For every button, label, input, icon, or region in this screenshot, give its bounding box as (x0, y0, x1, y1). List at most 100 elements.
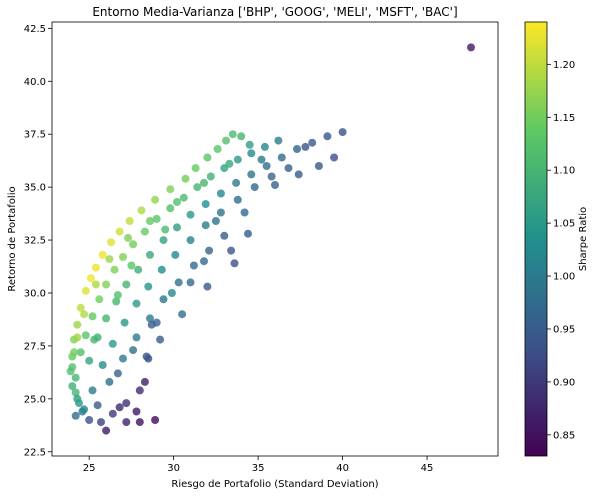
scatter-point (134, 265, 143, 274)
scatter-point (330, 153, 339, 162)
scatter-point (166, 204, 175, 213)
scatter-point (137, 206, 146, 215)
scatter-point (120, 318, 129, 327)
scatter-point (122, 280, 131, 289)
scatter-point (233, 155, 242, 164)
scatter-point (66, 367, 75, 376)
scatter-point (173, 223, 181, 232)
scatter-point (260, 142, 269, 151)
scatter-point (216, 189, 225, 198)
y-tick-label: 27.5 (24, 341, 46, 352)
y-tick-label: 32.5 (24, 236, 46, 247)
colorbar-tick-label: 0.85 (553, 430, 575, 441)
scatter-point (90, 335, 99, 344)
y-tick-label: 37.5 (24, 130, 46, 141)
y-tick-label: 22.5 (24, 447, 46, 458)
scatter-point (200, 178, 208, 187)
scatter-point (135, 386, 144, 395)
scatter-point (132, 407, 141, 416)
scatter-point (105, 255, 114, 264)
scatter-point (274, 136, 283, 145)
scatter-point (232, 178, 241, 187)
colorbar-tick-label: 1.10 (553, 166, 575, 177)
scatter-point (161, 225, 170, 234)
scatter-point (142, 352, 151, 361)
scatter-point (140, 377, 149, 386)
x-tick-label: 25 (83, 463, 96, 474)
scatter-point (167, 289, 176, 297)
scatter-point (191, 164, 200, 173)
scatter-point (113, 369, 122, 378)
scatter-point (179, 193, 188, 202)
colorbar-tick-label: 1.00 (553, 272, 575, 283)
x-tick-label: 40 (336, 463, 349, 474)
scatter-point (86, 274, 95, 283)
scatter-point (140, 227, 149, 236)
scatter-point (119, 253, 127, 261)
colorbar-tick-label: 1.15 (553, 113, 575, 124)
scatter-point (284, 164, 293, 173)
scatter-point (88, 386, 97, 395)
scatter-point (127, 261, 136, 270)
scatter-point (73, 320, 82, 329)
scatter-point (220, 231, 229, 240)
scatter-point (237, 132, 246, 141)
scatter-point (102, 314, 111, 323)
scatter-point (73, 333, 82, 342)
scatter-point (152, 214, 161, 223)
scatter-point (68, 382, 77, 391)
scatter-point (105, 377, 114, 386)
scatter-point (71, 373, 80, 382)
scatter-point (107, 238, 116, 247)
scatter-point (97, 418, 105, 427)
scatter-point (247, 149, 256, 158)
scatter-point (95, 295, 104, 304)
scatter-point (206, 172, 215, 181)
x-tick-label: 35 (252, 463, 265, 474)
scatter-point (314, 162, 323, 170)
scatter-point (151, 416, 160, 424)
scatter-point (225, 159, 234, 168)
scatter-point (132, 333, 141, 342)
y-tick-label: 40.0 (24, 77, 46, 88)
scatter-point (113, 291, 122, 300)
scatter-point (146, 314, 154, 323)
y-axis-label: Retorno de Portafolio (7, 186, 18, 291)
scatter-point (110, 265, 119, 274)
scatter-point (98, 250, 107, 259)
scatter-point (233, 195, 242, 204)
scatter-point (201, 221, 210, 230)
scatter-point (250, 183, 259, 192)
scatter-point (124, 233, 132, 242)
scatter-point (108, 339, 117, 348)
scatter-point (338, 128, 347, 137)
scatter-point (70, 348, 78, 357)
colorbar-tick-label: 1.20 (553, 60, 575, 71)
scatter-point (230, 259, 239, 268)
scatter-point (91, 280, 100, 289)
scatter-point (88, 312, 97, 321)
y-axis-ticks: 22.5 25.0 27.5 30.0 32.5 35.0 37.5 40.0 42.5 (24, 24, 52, 458)
scatter-point (76, 303, 85, 312)
scatter-point (144, 282, 153, 291)
colorbar-tick-label: 1.05 (553, 219, 575, 230)
scatter-point (244, 229, 252, 238)
chart-title: Entorno Media-Varianza ['BHP', 'GOOG', '… (92, 5, 457, 19)
scatter-point (80, 310, 89, 319)
scatter-point (205, 246, 214, 255)
scatter-point (193, 183, 202, 192)
colorbar-ticks: 0.85 0.90 0.95 1.00 1.05 1.10 1.15 1.20 (547, 60, 575, 441)
scatter-point (102, 426, 111, 435)
scatter-point (81, 331, 90, 340)
scatter-point (228, 130, 237, 139)
scatter-point (308, 138, 317, 147)
x-tick-label: 45 (421, 463, 434, 474)
scatter-point (93, 401, 102, 410)
scatter-point (166, 185, 175, 194)
scatter-point (247, 170, 256, 179)
scatter-point (323, 132, 332, 141)
scatter-point (157, 265, 166, 274)
scatter-point (146, 250, 154, 259)
scatter-point (146, 217, 154, 225)
